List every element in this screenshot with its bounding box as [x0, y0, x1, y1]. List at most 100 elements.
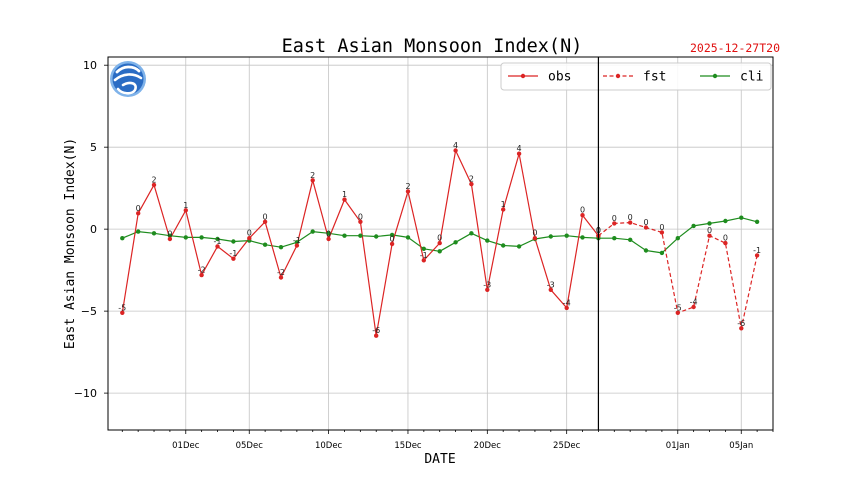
cli-point: [326, 231, 331, 236]
legend-item-cli: cli: [700, 70, 763, 85]
obs-point: [120, 310, 125, 315]
fst-point: [739, 326, 744, 331]
cli-point: [342, 233, 347, 238]
y-axis-label: East Asian Monsoon Index(N): [63, 138, 78, 349]
cli-point: [675, 236, 680, 241]
cli-point: [294, 240, 300, 245]
fst-data-label: 0: [628, 213, 633, 222]
obs-point: [501, 207, 506, 212]
obs-point: [485, 287, 490, 292]
logo-swirl: [113, 73, 143, 82]
cli-point: [120, 236, 125, 241]
obs-data-label: 0: [263, 212, 268, 221]
legend-label-cli: cli: [740, 70, 763, 85]
cli-point: [548, 234, 553, 239]
legend-box: [500, 62, 772, 91]
obs-data-label: -2: [198, 266, 206, 275]
obs-data-label: 1: [342, 190, 347, 199]
obs-data-label: 2: [310, 171, 315, 180]
obs-data-label: 0: [136, 204, 141, 213]
cli-point: [739, 215, 744, 220]
obs-point: [151, 182, 157, 188]
legend: obs fst cli: [500, 62, 772, 91]
cli-point: [405, 235, 411, 240]
cli-point: [643, 248, 649, 253]
cli-point: [485, 238, 490, 243]
x-tick-label: 01Jan: [666, 441, 690, 451]
obs-point: [310, 178, 315, 183]
cma-logo-icon: [110, 61, 146, 97]
fst-data-label: 0: [612, 214, 617, 223]
x-tick-label: 05Jan: [729, 441, 753, 451]
obs-point: [548, 287, 553, 292]
obs-data-label: -4: [563, 298, 571, 307]
obs-point: [374, 333, 379, 338]
series-markers: [120, 148, 760, 338]
obs-data-label: 4: [453, 141, 458, 150]
cli-point: [691, 223, 696, 229]
fst-point: [659, 230, 665, 235]
obs-data-label: -1: [214, 237, 222, 246]
obs-point: [342, 197, 347, 202]
obs-point: [564, 305, 569, 311]
obs-data-label: 2: [151, 175, 156, 184]
legend-label-fst: fst: [643, 70, 666, 85]
fst-point: [612, 221, 617, 226]
obs-point: [405, 189, 411, 194]
cli-point: [389, 232, 395, 238]
obs-data-label: -1: [293, 236, 301, 245]
obs-point: [167, 236, 173, 242]
legend-marker-cli: [712, 73, 718, 79]
cli-point: [231, 239, 236, 244]
cli-point: [167, 233, 173, 238]
obs-data-label: -3: [483, 280, 491, 289]
cli-point: [723, 218, 728, 224]
obs-data-label: 0: [437, 234, 442, 243]
fst-data-label: -6: [737, 319, 745, 328]
x-tick-label: 15Dec: [394, 441, 422, 451]
cli-point: [183, 235, 188, 240]
fst-data-label: 0: [707, 226, 712, 235]
x-tick-label: 20Dec: [474, 441, 502, 451]
chart-title: East Asian Monsoon Index(N): [282, 36, 583, 57]
obs-data-label: -5: [118, 303, 126, 312]
obs-data-label: -6: [372, 326, 380, 335]
obs-point: [136, 211, 141, 216]
obs-data-label: -2: [277, 268, 285, 277]
cli-point: [421, 246, 426, 251]
y-tick-label: −5: [81, 305, 97, 318]
obs-data-label: 2: [405, 182, 410, 191]
x-tick-label: 01Dec: [172, 441, 200, 451]
x-axis-label: DATE: [424, 452, 455, 467]
obs-point: [358, 219, 363, 224]
obs-data-label: 1: [501, 200, 506, 209]
cli-point: [374, 234, 379, 239]
fst-point: [723, 240, 728, 246]
cli-point: [215, 236, 220, 242]
logo-swirl: [115, 65, 141, 74]
obs-point: [469, 181, 474, 187]
legend-marker-obs: [520, 73, 526, 79]
obs-data-label: 0: [390, 234, 395, 243]
fst-data-label: -5: [674, 303, 682, 312]
fst-point: [643, 225, 649, 230]
cli-point: [564, 233, 569, 238]
fst-data-label: 0: [723, 234, 728, 243]
cli-point: [707, 221, 712, 226]
obs-data-label: 0: [167, 230, 172, 239]
obs-point: [215, 244, 220, 249]
obs-data-label: 0: [247, 229, 252, 238]
fst-point: [707, 233, 712, 238]
obs-data-label: -1: [229, 249, 237, 258]
obs-point: [262, 219, 268, 224]
legend-item-obs: obs: [508, 70, 571, 85]
obs-data-label: 0: [326, 230, 331, 239]
cli-point: [199, 235, 204, 240]
legend-label-obs: obs: [548, 70, 571, 85]
cli-point: [754, 219, 760, 224]
obs-point: [532, 236, 538, 241]
cli-point: [612, 236, 617, 241]
fst-point: [754, 253, 760, 258]
obs-data-label: -1: [420, 251, 428, 260]
